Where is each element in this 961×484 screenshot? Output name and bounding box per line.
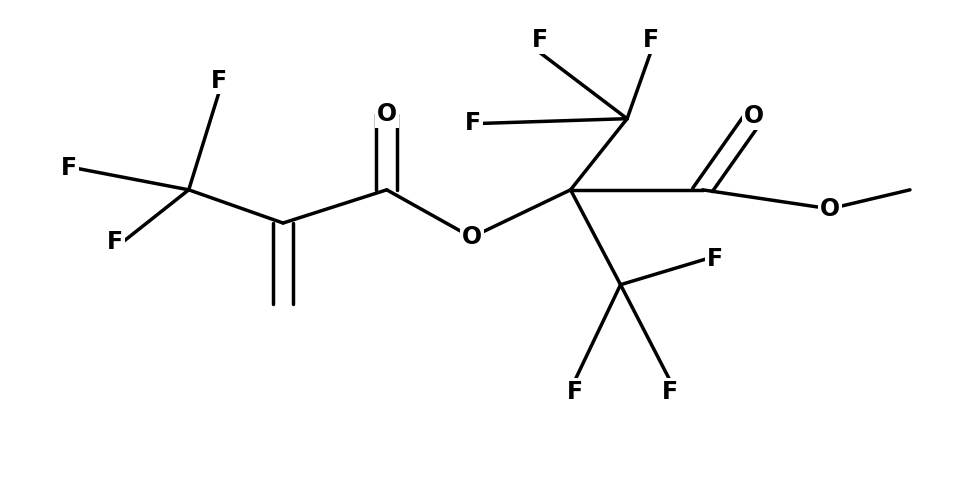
Text: O: O <box>461 225 481 249</box>
Text: F: F <box>706 247 723 271</box>
Text: O: O <box>819 197 839 221</box>
Text: F: F <box>567 379 582 404</box>
Text: F: F <box>62 156 78 181</box>
Text: F: F <box>464 111 480 136</box>
Text: F: F <box>530 28 547 52</box>
Text: F: F <box>642 28 658 52</box>
Text: F: F <box>210 69 227 92</box>
Text: O: O <box>377 102 396 126</box>
Text: O: O <box>744 105 764 128</box>
Text: F: F <box>107 230 123 254</box>
Text: F: F <box>661 379 677 404</box>
